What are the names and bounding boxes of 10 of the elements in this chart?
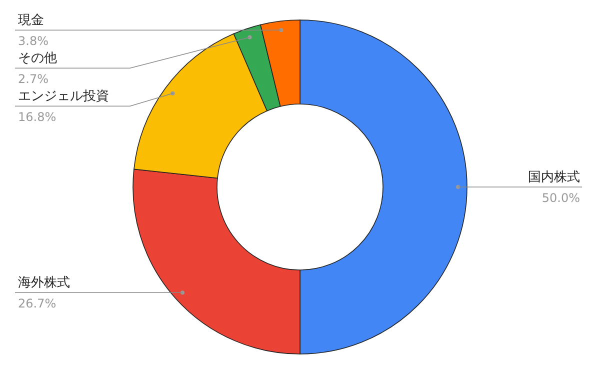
data-label: 26.7% xyxy=(18,296,56,311)
slice-label: 国内株式 xyxy=(528,170,580,185)
slice-label: 海外株式 xyxy=(18,276,70,291)
data-label: 2.7% xyxy=(18,72,48,86)
data-label: 50.0% xyxy=(542,191,580,205)
slice-label: エンジェル投資 xyxy=(18,89,109,104)
slice-label: その他 xyxy=(18,51,57,66)
slice-label: 現金 xyxy=(18,13,44,28)
data-label: 16.8% xyxy=(18,110,56,124)
data-label: 3.8% xyxy=(18,34,48,48)
